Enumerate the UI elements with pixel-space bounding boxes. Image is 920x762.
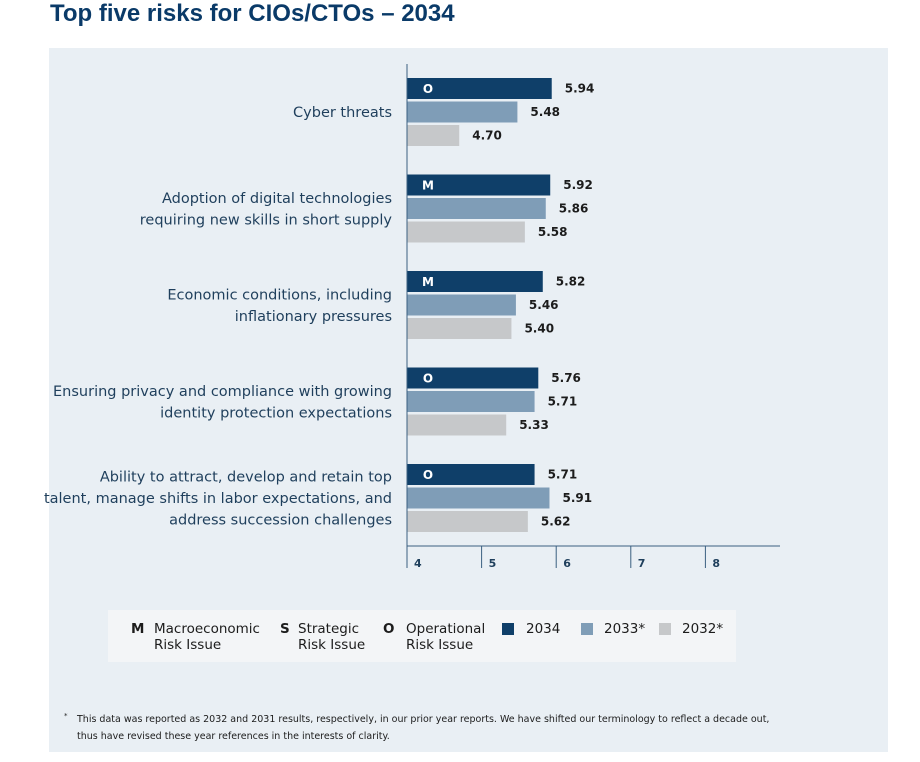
category-label: Ensuring privacy and compliance with gro… — [53, 384, 392, 400]
x-tick-label: 4 — [414, 557, 422, 570]
x-tick-label: 8 — [712, 557, 720, 570]
category-label: Economic conditions, including — [167, 287, 392, 303]
bar-2032 — [407, 318, 512, 339]
bar-2034 — [407, 78, 552, 99]
category-label: Adoption of digital technologies — [162, 191, 392, 207]
legend: M Macroeconomic Risk Issue S Strategic R… — [108, 610, 736, 662]
data-label: 5.94 — [565, 82, 595, 96]
category-label: inflationary pressures — [235, 309, 392, 325]
data-label: 5.86 — [559, 202, 589, 216]
bar-2033 — [407, 101, 518, 123]
data-label: 5.48 — [530, 105, 560, 119]
bar-2034 — [407, 464, 535, 485]
risk-type-badge: O — [423, 82, 433, 96]
risk-type-badge: O — [423, 468, 433, 482]
data-label: 5.71 — [548, 395, 578, 409]
risk-type-badge: M — [422, 275, 434, 289]
bar-2033 — [407, 391, 535, 412]
category-label: identity protection expectations — [160, 405, 392, 421]
category-label: requiring new skills in short supply — [140, 212, 393, 228]
data-label: 5.33 — [519, 418, 549, 432]
legend-text-line2: Risk Issue — [298, 637, 366, 653]
legend-swatch-2033 — [581, 623, 593, 635]
footnote-line-2: thus have revised these year references … — [77, 731, 390, 742]
legend-text-line2: Risk Issue — [406, 637, 474, 653]
footnote: * This data was reported as 2032 and 203… — [64, 711, 770, 745]
bar-2033 — [407, 294, 516, 316]
footnote-line-1: This data was reported as 2032 and 2031 … — [77, 714, 770, 725]
legend-text-line1: Strategic — [298, 621, 360, 637]
data-label: 5.71 — [548, 468, 578, 482]
bar-2032 — [407, 511, 528, 532]
data-label: 5.76 — [551, 371, 581, 385]
page-title: Top five risks for CIOs/CTOs – 2034 — [50, 0, 455, 27]
bar-2034 — [407, 174, 551, 196]
category-label: talent, manage shifts in labor expectati… — [44, 491, 392, 507]
bar-2033 — [407, 198, 546, 219]
x-axis: 4 5 6 7 8 — [406, 64, 780, 570]
legend-text-line1: Operational — [406, 621, 486, 637]
x-tick-label: 6 — [563, 557, 571, 570]
bar-2032 — [407, 414, 507, 436]
legend-code: S — [280, 621, 290, 637]
risk-type-badge: O — [423, 372, 433, 386]
category-label: address succession challenges — [169, 513, 392, 529]
data-label: 5.82 — [556, 275, 586, 289]
legend-code: M — [131, 621, 145, 637]
bars-layer: Cyber threats 5.94 O 5.48 4.70 Adoption of di… — [44, 78, 594, 532]
x-tick-label: 7 — [638, 557, 646, 570]
legend-label-2034: 2034 — [526, 621, 561, 637]
legend-code: O — [383, 621, 395, 637]
category-label: Ability to attract, develop and retain t… — [100, 470, 392, 486]
bar-2034 — [407, 271, 543, 292]
footnote-mark: * — [64, 712, 68, 720]
bar-2033 — [407, 487, 550, 509]
legend-label-2033: 2033* — [604, 621, 646, 637]
legend-swatch-2034 — [502, 623, 514, 635]
legend-label-2032: 2032* — [682, 621, 724, 637]
bar-2032 — [407, 221, 525, 243]
data-label: 5.40 — [524, 322, 554, 336]
risk-type-badge: M — [422, 179, 434, 193]
bar-2034 — [407, 367, 539, 389]
legend-swatch-2032 — [659, 623, 671, 635]
data-label: 5.92 — [563, 178, 593, 192]
data-label: 5.58 — [538, 225, 568, 239]
legend-text-line2: Risk Issue — [154, 637, 222, 653]
data-label: 5.62 — [541, 515, 571, 529]
x-tick-label: 5 — [489, 557, 497, 570]
bar-2032 — [407, 125, 460, 146]
data-label: 5.46 — [529, 298, 559, 312]
legend-text-line1: Macroeconomic — [154, 621, 260, 637]
data-label: 4.70 — [472, 129, 502, 143]
data-label: 5.91 — [562, 491, 592, 505]
category-label: Cyber threats — [293, 105, 392, 121]
